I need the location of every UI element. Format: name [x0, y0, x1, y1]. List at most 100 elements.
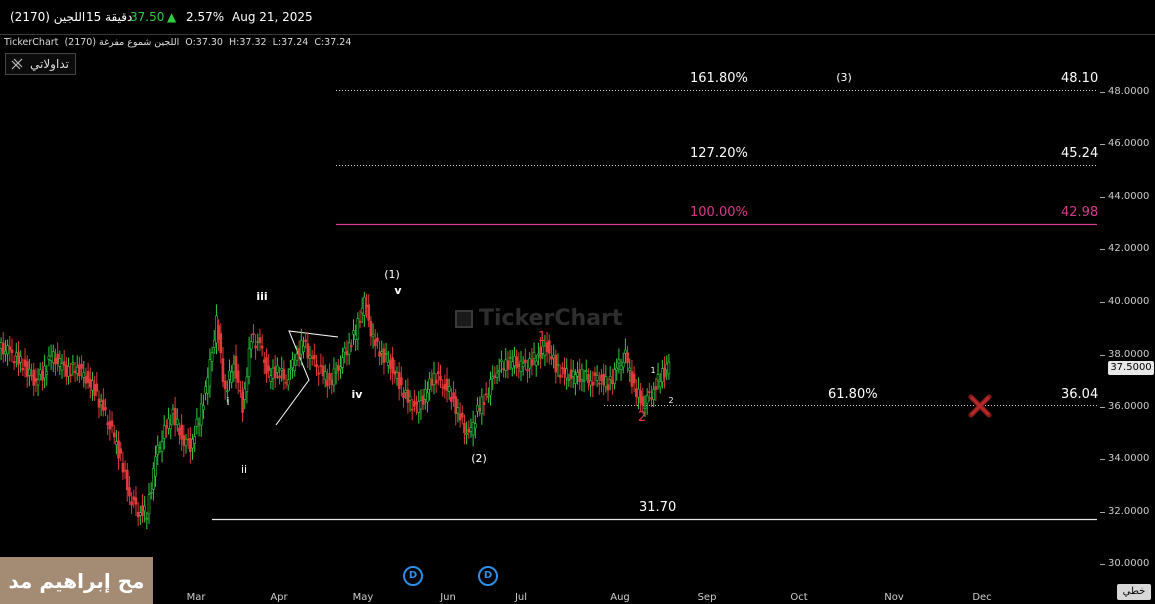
- candle-body: [199, 403, 203, 426]
- candle-body: [528, 358, 531, 369]
- candle-body: [584, 370, 588, 372]
- price-chart[interactable]: [0, 36, 1100, 586]
- candle-body: [426, 392, 429, 403]
- candle-body: [38, 369, 42, 375]
- candle-body: [175, 418, 179, 426]
- candle-body: [582, 380, 586, 382]
- target-cross-icon: [968, 394, 992, 418]
- time-tick: Mar: [186, 592, 206, 603]
- candle-body: [513, 356, 516, 367]
- candle-body: [334, 371, 338, 374]
- candle-body: [197, 423, 201, 425]
- ohlc-bar: TickerChart (2170) اللجين شموع مفرغة O:3…: [4, 37, 354, 48]
- price-axis[interactable]: 48.0000 46.0000 44.0000 42.0000 40.0000 …: [1099, 36, 1155, 580]
- candle-body: [600, 374, 603, 382]
- price-tick: 38.0000: [1099, 349, 1150, 360]
- candle-body: [304, 339, 307, 342]
- candle-body: [419, 400, 423, 410]
- candle-body: [258, 337, 262, 344]
- candle-body: [443, 383, 447, 390]
- series-description: (2170) اللجين شموع مفرغة: [64, 37, 180, 48]
- candle-body: [430, 378, 434, 386]
- candle-body: [587, 374, 590, 384]
- fib-127-value: 45.24: [1061, 146, 1099, 161]
- candle-body: [369, 321, 373, 337]
- candle-body: [552, 354, 555, 359]
- candle-body: [617, 359, 621, 364]
- candle-body: [469, 427, 473, 432]
- candle-body: [128, 487, 131, 497]
- candle-body: [447, 386, 451, 392]
- candle-body: [106, 422, 109, 426]
- candle-body: [606, 384, 610, 391]
- candle-body: [558, 374, 562, 378]
- source-label: TickerChart: [4, 37, 59, 48]
- candle-body: [25, 361, 29, 377]
- candle-body: [54, 357, 57, 365]
- candle-body: [474, 423, 477, 429]
- linear-scale-button[interactable]: خطي: [1117, 584, 1151, 600]
- candle-body: [93, 383, 96, 396]
- last-price-badge: 37.5000: [1108, 361, 1154, 375]
- candle-body: [602, 373, 605, 386]
- candle-body: [302, 345, 305, 352]
- candle-body: [608, 376, 612, 380]
- my-trades-button[interactable]: تداولاتي: [5, 53, 76, 75]
- candle-body: [569, 369, 573, 379]
- candle-body: [589, 380, 592, 386]
- candle-body: [391, 357, 394, 374]
- candle-body: [173, 407, 177, 426]
- candle-body: [624, 349, 627, 354]
- candle-body: [510, 361, 514, 369]
- candle-body: [152, 468, 155, 490]
- candle-body: [34, 378, 38, 382]
- candle-body: [336, 364, 340, 371]
- candle-body: [75, 366, 79, 374]
- candle-body: [1, 342, 5, 355]
- candle-body: [8, 346, 12, 351]
- dividend-marker[interactable]: D: [478, 566, 498, 586]
- candle-body: [141, 505, 144, 517]
- symbol-label[interactable]: (2170) اللجين: [10, 10, 86, 24]
- candle-body: [354, 334, 357, 341]
- candle-body: [95, 383, 99, 392]
- candle-body: [347, 342, 351, 355]
- candle-body: [487, 395, 490, 398]
- candle-body: [450, 396, 453, 402]
- candle-body: [491, 376, 495, 379]
- candle-body: [247, 348, 251, 377]
- candle-body: [295, 353, 299, 361]
- candle-body: [171, 408, 175, 415]
- candle-body: [482, 401, 486, 405]
- dividend-marker[interactable]: D: [403, 566, 423, 586]
- candle-body: [595, 375, 599, 381]
- candle-body: [521, 363, 525, 367]
- candle-body: [145, 517, 149, 520]
- candle-body: [530, 359, 534, 366]
- drawing-tools-icon: [11, 58, 23, 70]
- candle-body: [260, 345, 264, 349]
- candle-body: [604, 376, 608, 387]
- candle-body: [191, 439, 194, 449]
- candle-body: [289, 368, 292, 371]
- candle-body: [276, 365, 279, 373]
- candle-body: [226, 390, 229, 392]
- candle-body: [386, 361, 390, 366]
- candle-body: [193, 436, 196, 444]
- candle-body: [410, 408, 414, 411]
- candle-body: [526, 369, 529, 372]
- open-value: O:37.30: [185, 37, 223, 48]
- candle-body: [178, 427, 181, 436]
- low-value: L:37.24: [272, 37, 309, 48]
- candle-body: [541, 345, 545, 354]
- candle-body: [645, 395, 649, 404]
- candle-body: [149, 492, 153, 494]
- candle-body: [534, 360, 538, 366]
- candle-body: [667, 361, 671, 375]
- interval-label[interactable]: 15 دقيقة: [86, 10, 133, 24]
- candle-body: [86, 371, 90, 383]
- candle-body: [456, 407, 460, 414]
- time-axis[interactable]: Mar Apr May Jun Jul Aug Sep Oct Nov Dec: [0, 586, 1100, 604]
- candle-body: [206, 377, 210, 394]
- candle-body: [547, 340, 551, 354]
